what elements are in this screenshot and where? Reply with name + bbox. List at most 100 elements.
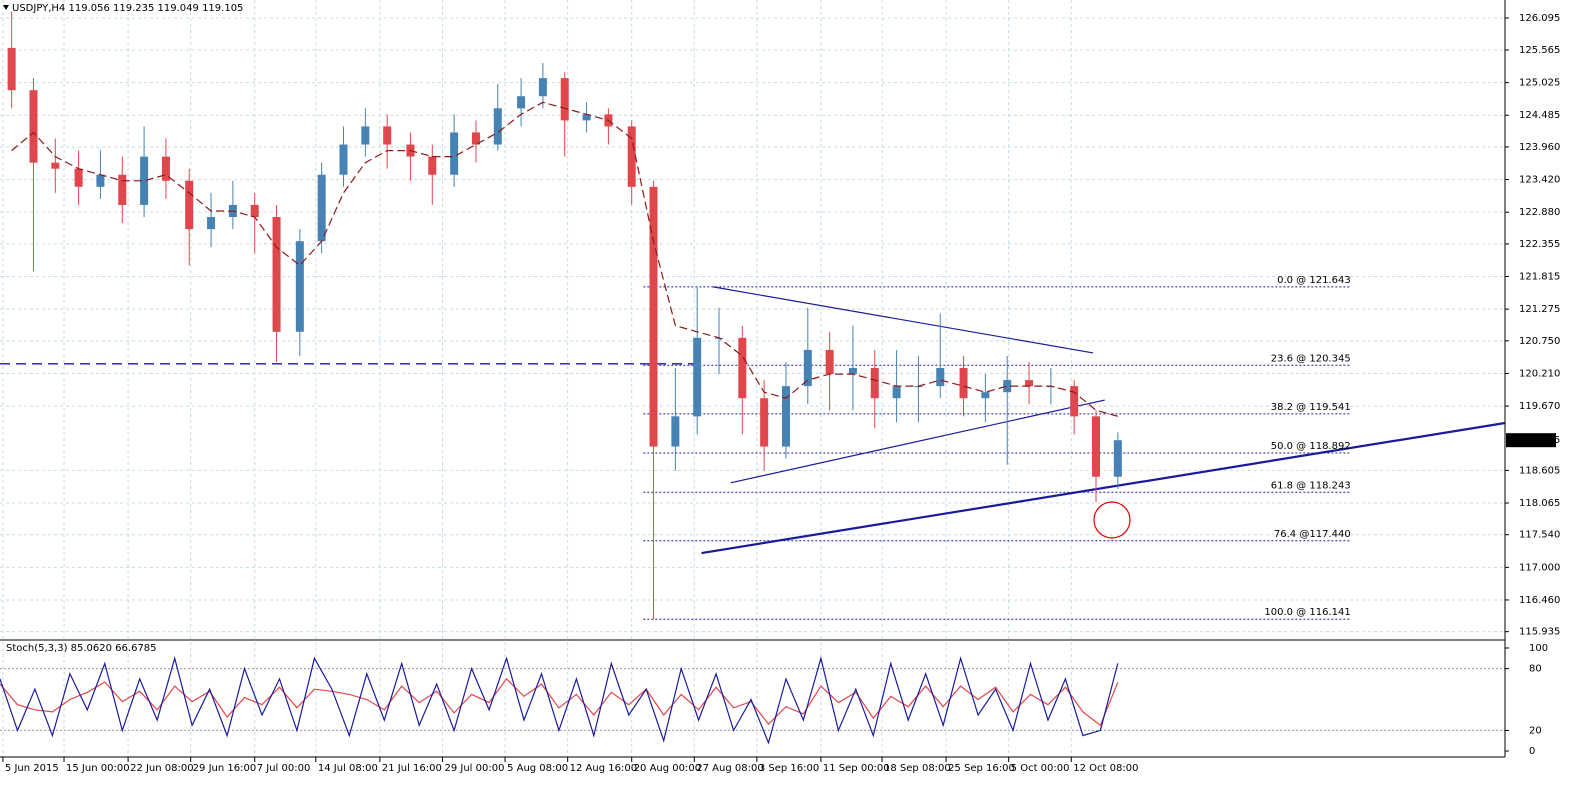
x-tick-label: 12 Oct 08:00 (1073, 763, 1138, 774)
candle-body (471, 132, 480, 145)
y-tick-label: 120.210 (1519, 368, 1560, 379)
x-tick-label: 3 Sep 16:00 (759, 763, 819, 774)
candle-body (627, 126, 636, 187)
y-tick-label: 125.025 (1519, 78, 1560, 89)
y-tick-label: 121.275 (1519, 304, 1560, 315)
candle-body (428, 156, 437, 175)
y-tick-label: 115.935 (1519, 627, 1560, 638)
candle-body (649, 186, 658, 447)
candle-body (272, 217, 281, 332)
candle-body (803, 349, 812, 387)
y-tick-label: 118.065 (1519, 498, 1560, 509)
x-tick-label: 20 Aug 00:00 (634, 763, 701, 774)
candle-body (118, 174, 127, 205)
fib-label: 50.0 @ 118.892 (1271, 441, 1351, 452)
y-tick-label: 121.815 (1519, 272, 1560, 283)
y-tick-label: 125.565 (1519, 45, 1560, 56)
candle-body (317, 174, 326, 242)
candle-body (825, 349, 834, 375)
candle-body (781, 386, 790, 447)
candle-body (1113, 440, 1122, 477)
x-tick-label: 22 Jun 08:00 (130, 763, 194, 774)
y-tick-label: 0 (1529, 746, 1535, 757)
y-tick-label: 116.460 (1519, 595, 1560, 606)
candle-body (560, 78, 569, 121)
candle-body (870, 368, 879, 399)
candle-body (892, 386, 901, 399)
candle-body (140, 156, 149, 205)
candle-body (981, 392, 990, 399)
x-tick-label: 29 Jul 00:00 (444, 763, 504, 774)
x-tick-label: 25 Sep 16:00 (948, 763, 1015, 774)
fib-label: 23.6 @ 120.345 (1271, 353, 1351, 364)
y-tick-label: 122.880 (1519, 207, 1560, 218)
candle-body (1070, 386, 1079, 417)
candle-body (493, 108, 502, 145)
moving-average (11, 101, 1118, 417)
x-tick-label: 5 Oct 00:00 (1011, 763, 1070, 774)
fib-label: 0.0 @ 121.643 (1277, 275, 1351, 286)
menu-arrow (3, 5, 9, 10)
candle-body (959, 368, 968, 399)
candle-body (671, 416, 680, 447)
candle-body (185, 180, 194, 230)
y-tick-label: 120.750 (1519, 336, 1560, 347)
candle-body (7, 47, 16, 91)
y-tick-label: 122.355 (1519, 239, 1560, 250)
y-tick-label: 100 (1529, 643, 1548, 654)
candle-body (29, 90, 38, 163)
stoch-line (0, 655, 1119, 745)
candle-body (1025, 380, 1034, 387)
candle-body (1003, 380, 1012, 393)
trendline (730, 399, 1105, 484)
plot (0, 11, 1506, 745)
y-tick-label: 123.420 (1519, 175, 1560, 186)
x-tick-label: 11 Sep 00:00 (823, 763, 890, 774)
candle-body (517, 96, 526, 109)
x-tick-label: 29 Jun 16:00 (193, 763, 257, 774)
fib-label: 38.2 @ 119.541 (1271, 402, 1351, 413)
candle-body (207, 217, 216, 230)
candle-body (295, 241, 304, 332)
y-tick-label: 80 (1529, 664, 1542, 675)
y-tick-label: 119.670 (1519, 401, 1560, 412)
current-price-box (1506, 433, 1556, 448)
candle-body (74, 168, 83, 187)
trendline (701, 421, 1506, 555)
candle-body (760, 398, 769, 447)
candle-body (450, 132, 459, 175)
x-tick-label: 12 Aug 16:00 (570, 763, 637, 774)
y-tick-label: 126.095 (1519, 13, 1560, 24)
candle-body (936, 368, 945, 387)
candle-body (250, 204, 259, 218)
trendline (713, 286, 1094, 354)
x-tick-label: 18 Sep 08:00 (884, 763, 951, 774)
current-price-label: 119.105 (1519, 435, 1560, 446)
x-tick-label: 5 Jun 2015 (5, 763, 59, 774)
y-tick-label: 20 (1529, 725, 1542, 736)
x-tick-label: 27 Aug 08:00 (696, 763, 763, 774)
fib-label: 100.0 @ 116.141 (1264, 607, 1350, 618)
candle-body (339, 144, 348, 175)
y-tick-label: 117.540 (1519, 530, 1560, 541)
candle-body (848, 368, 857, 375)
stoch-title: Stoch(5,3,3) 85.0620 66.6785 (6, 643, 157, 654)
y-tick-label: 118.605 (1519, 465, 1560, 476)
x-tick-label: 7 Jul 00:00 (257, 763, 311, 774)
stoch-line (0, 677, 1119, 727)
candle-body (582, 114, 591, 121)
fib-label: 61.8 @ 118.243 (1271, 480, 1351, 491)
candle-body (738, 337, 747, 399)
candle-body (383, 126, 392, 145)
candle-body (538, 78, 547, 97)
y-tick-label: 124.485 (1519, 110, 1560, 121)
candle-body (1092, 416, 1101, 477)
chart-title: USDJPY,H4 119.056 119.235 119.049 119.10… (12, 3, 243, 14)
x-tick-label: 21 Jul 16:00 (382, 763, 442, 774)
candle-body (96, 174, 105, 187)
fib-label: 76.4 @117.440 (1274, 529, 1351, 540)
highlight-circle (1093, 501, 1131, 539)
x-tick-label: 5 Aug 08:00 (507, 763, 568, 774)
